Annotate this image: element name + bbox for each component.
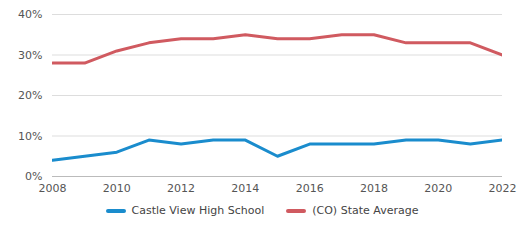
- svg-text:2018: 2018: [360, 182, 388, 195]
- svg-text:2008: 2008: [39, 182, 67, 195]
- html-text:(CO) State Average: (CO) State Average: [312, 204, 419, 217]
- svg-text:40%: 40%: [18, 8, 42, 21]
- svg-text:2016: 2016: [296, 182, 324, 195]
- svg-text:20%: 20%: [18, 89, 42, 102]
- svg-text:10%: 10%: [18, 130, 42, 143]
- svg-text:2014: 2014: [231, 182, 259, 195]
- html-text:Castle View High School: Castle View High School: [131, 204, 265, 217]
- svg-text:0%: 0%: [25, 170, 42, 183]
- svg-text:2020: 2020: [424, 182, 452, 195]
- svg-text:2012: 2012: [167, 182, 195, 195]
- svg-text:2010: 2010: [103, 182, 131, 195]
- svg-text:2022: 2022: [489, 182, 517, 195]
- svg-text:30%: 30%: [18, 49, 42, 62]
